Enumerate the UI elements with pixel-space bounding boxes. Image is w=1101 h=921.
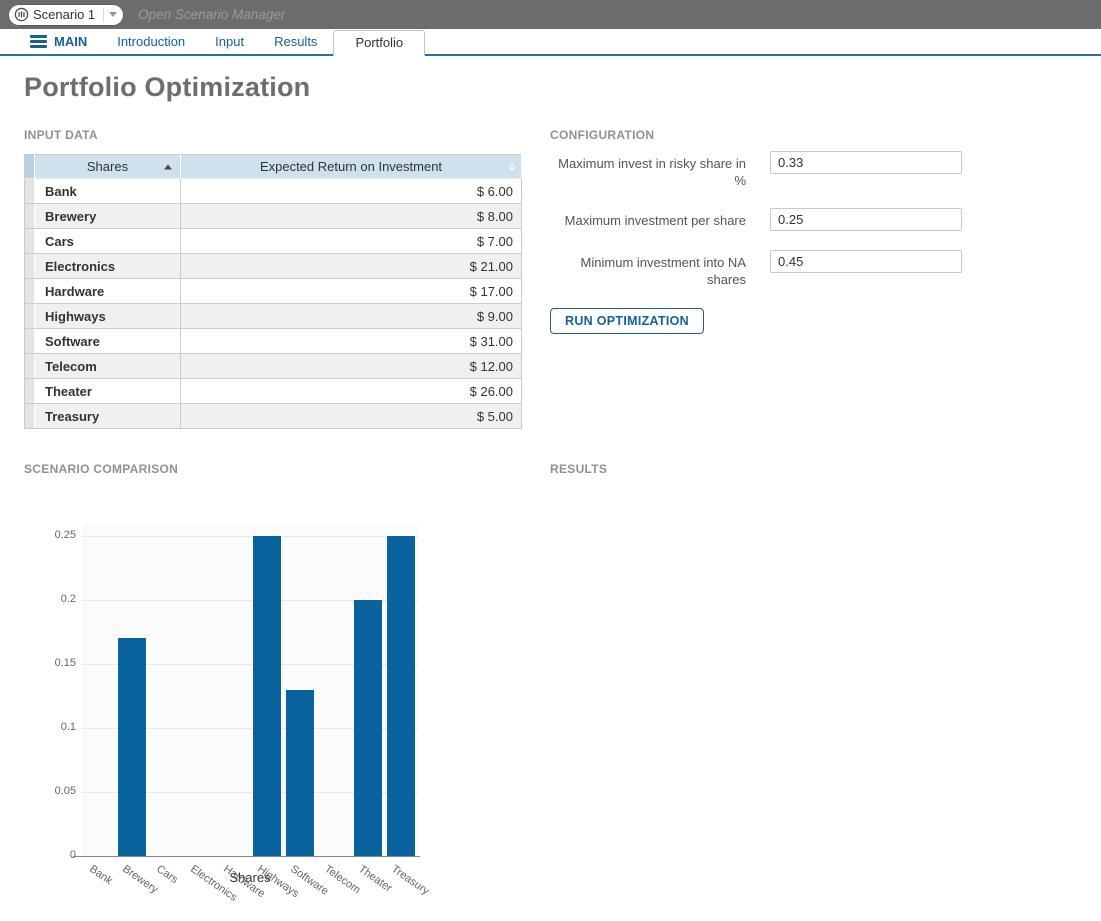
share-name-cell[interactable]: Theater: [35, 379, 181, 404]
return-value-cell[interactable]: $ 21.00: [181, 254, 522, 279]
bar-highways[interactable]: [253, 536, 281, 856]
y-tick-label: 0.1: [30, 721, 76, 733]
input-data-heading: INPUT DATA: [24, 128, 98, 142]
configuration-heading: CONFIGURATION: [550, 128, 654, 142]
bar-software[interactable]: [286, 690, 314, 857]
shares-column-header[interactable]: Shares: [35, 155, 181, 179]
tab-portfolio-label: Portfolio: [355, 35, 403, 50]
y-tick-label: 0: [30, 849, 76, 861]
max-per-share-label: Maximum investment per share: [550, 208, 746, 229]
hamburger-icon: [30, 35, 47, 48]
share-name-cell[interactable]: Cars: [35, 229, 181, 254]
min-na-shares-input[interactable]: [770, 250, 962, 273]
table-row[interactable]: Brewery$ 8.00: [25, 204, 522, 229]
share-name-cell[interactable]: Highways: [35, 304, 181, 329]
row-selector[interactable]: [25, 179, 35, 204]
max-risky-label: Maximum invest in risky share in %: [550, 151, 746, 189]
scenario-comparison-chart: Shares 00.050.10.150.20.25BankBreweryCar…: [24, 523, 494, 918]
table-row[interactable]: Treasury$ 5.00: [25, 404, 522, 429]
max-per-share-input[interactable]: [770, 208, 962, 231]
max-risky-input[interactable]: [770, 151, 962, 174]
share-name-cell[interactable]: Brewery: [35, 204, 181, 229]
row-selector-header[interactable]: [25, 155, 35, 179]
y-tick-label: 0.2: [30, 593, 76, 605]
row-selector[interactable]: [25, 354, 35, 379]
y-tick-label: 0.05: [30, 785, 76, 797]
table-row[interactable]: Theater$ 26.00: [25, 379, 522, 404]
return-value-cell[interactable]: $ 9.00: [181, 304, 522, 329]
row-selector[interactable]: [25, 329, 35, 354]
top-toolbar: Scenario 1 Open Scenario Manager: [0, 0, 1101, 29]
table-row[interactable]: Cars$ 7.00: [25, 229, 522, 254]
row-selector[interactable]: [25, 204, 35, 229]
tab-portfolio-active[interactable]: Portfolio: [333, 30, 425, 56]
table-header-row: Shares Expected Return on Investment: [25, 155, 522, 179]
row-selector[interactable]: [25, 254, 35, 279]
share-name-cell[interactable]: Electronics: [35, 254, 181, 279]
pill-divider: [103, 8, 104, 22]
tab-results[interactable]: Results: [274, 34, 317, 49]
table-row[interactable]: Hardware$ 17.00: [25, 279, 522, 304]
row-selector[interactable]: [25, 404, 35, 429]
table-row[interactable]: Electronics$ 21.00: [25, 254, 522, 279]
x-axis-line: [73, 856, 420, 857]
sort-icon: [508, 162, 516, 171]
return-value-cell[interactable]: $ 8.00: [181, 204, 522, 229]
bar-brewery[interactable]: [118, 638, 146, 856]
share-name-cell[interactable]: Bank: [35, 179, 181, 204]
scenario-selector[interactable]: Scenario 1: [8, 4, 124, 26]
results-heading: RESULTS: [550, 462, 607, 476]
open-scenario-manager-link[interactable]: Open Scenario Manager: [138, 7, 285, 22]
gridline: [82, 536, 418, 537]
table-row[interactable]: Telecom$ 12.00: [25, 354, 522, 379]
chevron-down-icon[interactable]: [109, 12, 117, 17]
row-selector[interactable]: [25, 304, 35, 329]
bar-theater[interactable]: [354, 600, 382, 856]
shares-table: Shares Expected Return on Investment Ban…: [24, 154, 522, 429]
table-row[interactable]: Software$ 31.00: [25, 329, 522, 354]
share-name-cell[interactable]: Telecom: [35, 354, 181, 379]
return-value-cell[interactable]: $ 7.00: [181, 229, 522, 254]
config-row-max-risky: Maximum invest in risky share in %: [550, 151, 962, 189]
config-row-max-per-share: Maximum investment per share: [550, 208, 962, 231]
row-selector[interactable]: [25, 279, 35, 304]
table-row[interactable]: Bank$ 6.00: [25, 179, 522, 204]
tab-introduction[interactable]: Introduction: [117, 34, 185, 49]
bar-treasury[interactable]: [387, 536, 415, 856]
main-menu-label: MAIN: [54, 34, 87, 49]
scenario-gauge-icon: [14, 7, 29, 22]
tab-input[interactable]: Input: [215, 34, 244, 49]
page-title: Portfolio Optimization: [24, 72, 310, 103]
shares-column-label: Shares: [87, 159, 128, 174]
y-tick-label: 0.15: [30, 657, 76, 669]
share-name-cell[interactable]: Treasury: [35, 404, 181, 429]
table-body: Bank$ 6.00Brewery$ 8.00Cars$ 7.00Electro…: [25, 179, 522, 429]
run-optimization-button[interactable]: RUN OPTIMIZATION: [550, 308, 704, 334]
return-column-header[interactable]: Expected Return on Investment: [181, 155, 522, 179]
config-row-min-na: Minimum investment into NA shares: [550, 250, 962, 288]
min-na-shares-label: Minimum investment into NA shares: [550, 250, 746, 288]
row-selector[interactable]: [25, 379, 35, 404]
return-value-cell[interactable]: $ 12.00: [181, 354, 522, 379]
main-menu-button[interactable]: MAIN: [30, 34, 87, 49]
return-column-label: Expected Return on Investment: [260, 159, 442, 174]
scenario-name: Scenario 1: [33, 7, 95, 22]
sort-ascending-icon: [164, 164, 172, 169]
y-tick-label: 0.25: [30, 529, 76, 541]
share-name-cell[interactable]: Hardware: [35, 279, 181, 304]
share-name-cell[interactable]: Software: [35, 329, 181, 354]
return-value-cell[interactable]: $ 26.00: [181, 379, 522, 404]
return-value-cell[interactable]: $ 17.00: [181, 279, 522, 304]
return-value-cell[interactable]: $ 6.00: [181, 179, 522, 204]
tab-bar: MAIN Introduction Input Results Portfoli…: [0, 29, 1101, 56]
configuration-form: Maximum invest in risky share in % Maxim…: [550, 151, 962, 307]
row-selector[interactable]: [25, 229, 35, 254]
return-value-cell[interactable]: $ 31.00: [181, 329, 522, 354]
return-value-cell[interactable]: $ 5.00: [181, 404, 522, 429]
scenario-comparison-heading: SCENARIO COMPARISON: [24, 462, 178, 476]
table-row[interactable]: Highways$ 9.00: [25, 304, 522, 329]
